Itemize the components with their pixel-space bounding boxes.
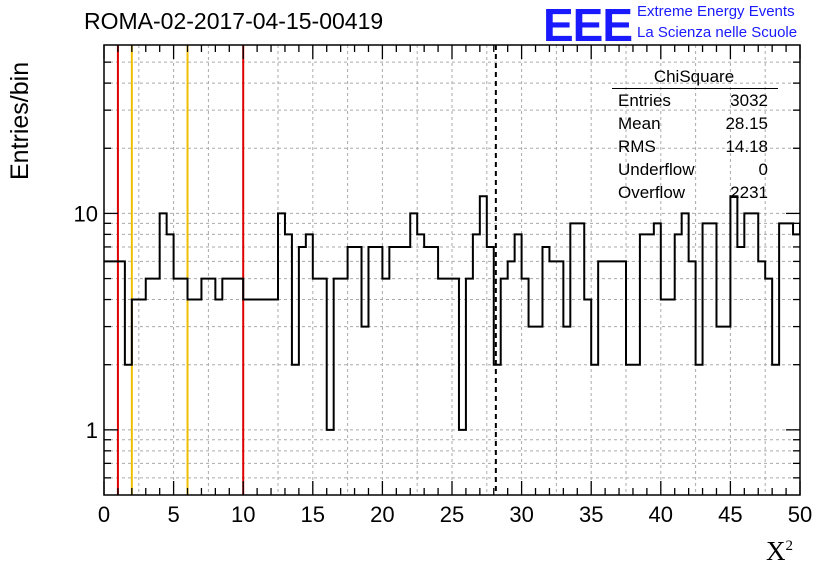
grid (104, 45, 800, 495)
x-tick-label: 40 (649, 502, 673, 527)
x-axis-label-sup: 2 (785, 538, 794, 554)
stats-value: 28.15 (725, 114, 768, 133)
x-tick-label: 35 (579, 502, 603, 527)
x-tick-label: 50 (788, 502, 812, 527)
x-axis-label: X2 (766, 536, 793, 567)
stats-row: Entries 3032 (610, 89, 778, 112)
eee-logo: EEE (543, 0, 633, 51)
x-axis-label-base: X (766, 536, 786, 566)
y-tick-label: 10 (74, 201, 98, 226)
x-tick-label: 15 (301, 502, 325, 527)
x-tick-label: 30 (509, 502, 533, 527)
stats-box: ChiSquare Entries 3032 Mean 28.15 RMS 14.18… (610, 66, 778, 204)
stats-divider (612, 88, 778, 89)
stats-row: Mean 28.15 (610, 112, 778, 135)
histogram-line (104, 195, 800, 431)
stats-row: RMS 14.18 (610, 135, 778, 158)
x-tick-label: 20 (370, 502, 394, 527)
stats-value: 0 (758, 160, 768, 179)
y-tick-label: 1 (86, 418, 98, 443)
x-tick-label: 5 (167, 502, 179, 527)
axis-ticks (103, 45, 801, 495)
logo-line-1: Extreme Energy Events (637, 3, 795, 20)
x-tick-label: 45 (718, 502, 742, 527)
chart-title: ROMA-02-2017-04-15-00419 (84, 8, 384, 34)
tick-labels: 0 5 10 15 20 25 30 35 40 45 50 1 10 (74, 201, 813, 527)
marker-lines (116, 45, 497, 495)
stats-row: Overflow 2231 (610, 181, 778, 204)
y-axis-label: Entries/bin (6, 61, 34, 180)
stats-value: 3032 (730, 91, 768, 110)
stats-row: Underflow 0 (610, 158, 778, 181)
stats-label: Underflow (618, 160, 695, 179)
x-tick-label: 10 (231, 502, 255, 527)
x-tick-label: 0 (98, 502, 110, 527)
stats-label: Entries (618, 91, 671, 110)
stats-title: ChiSquare (653, 67, 735, 86)
stats-label: Overflow (618, 183, 686, 202)
stats-value: 14.18 (725, 137, 768, 156)
stats-value: 2231 (730, 183, 768, 202)
logo-line-2: La Scienza nelle Scuole (637, 24, 798, 41)
stats-label: RMS (618, 137, 656, 156)
x-tick-label: 25 (440, 502, 464, 527)
stats-label: Mean (618, 114, 661, 133)
